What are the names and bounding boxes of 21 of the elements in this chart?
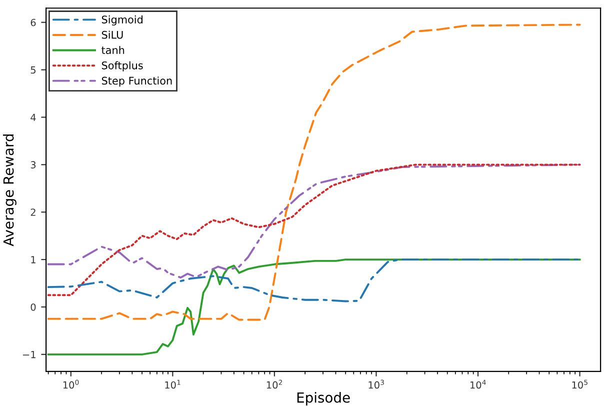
y-tick-label: 0 <box>30 303 36 311</box>
x-tick-label: 10$^{2}$ <box>266 380 282 389</box>
y-tick-label: 4 <box>30 114 36 121</box>
y-tick-label: 2 <box>30 208 36 216</box>
legend-label: Softplus <box>102 61 143 72</box>
x-tick-label: 10$^{0}$ <box>63 380 79 389</box>
y-tick-label: 6 <box>30 18 36 26</box>
legend-label: Step Function <box>102 76 172 87</box>
x-tick-label: 10$^{3}$ <box>368 380 384 389</box>
x-tick-label: 10$^{1}$ <box>165 380 180 389</box>
x-tick-label: 10$^{5}$ <box>572 380 588 389</box>
y-axis-title: Average Reward <box>3 134 16 246</box>
legend-label: Sigmoid <box>102 15 142 26</box>
y-tick-label: 3 <box>30 161 36 168</box>
x-tick-label: 10$^{4}$ <box>470 380 486 389</box>
y-tick-label: 1 <box>31 256 36 264</box>
x-axis-title: Episode <box>297 392 350 406</box>
legend-label: tanh <box>102 46 124 54</box>
legend-label: SiLU <box>102 30 123 39</box>
y-tick-label: −1 <box>23 351 36 358</box>
y-tick-label: 5 <box>30 66 36 74</box>
